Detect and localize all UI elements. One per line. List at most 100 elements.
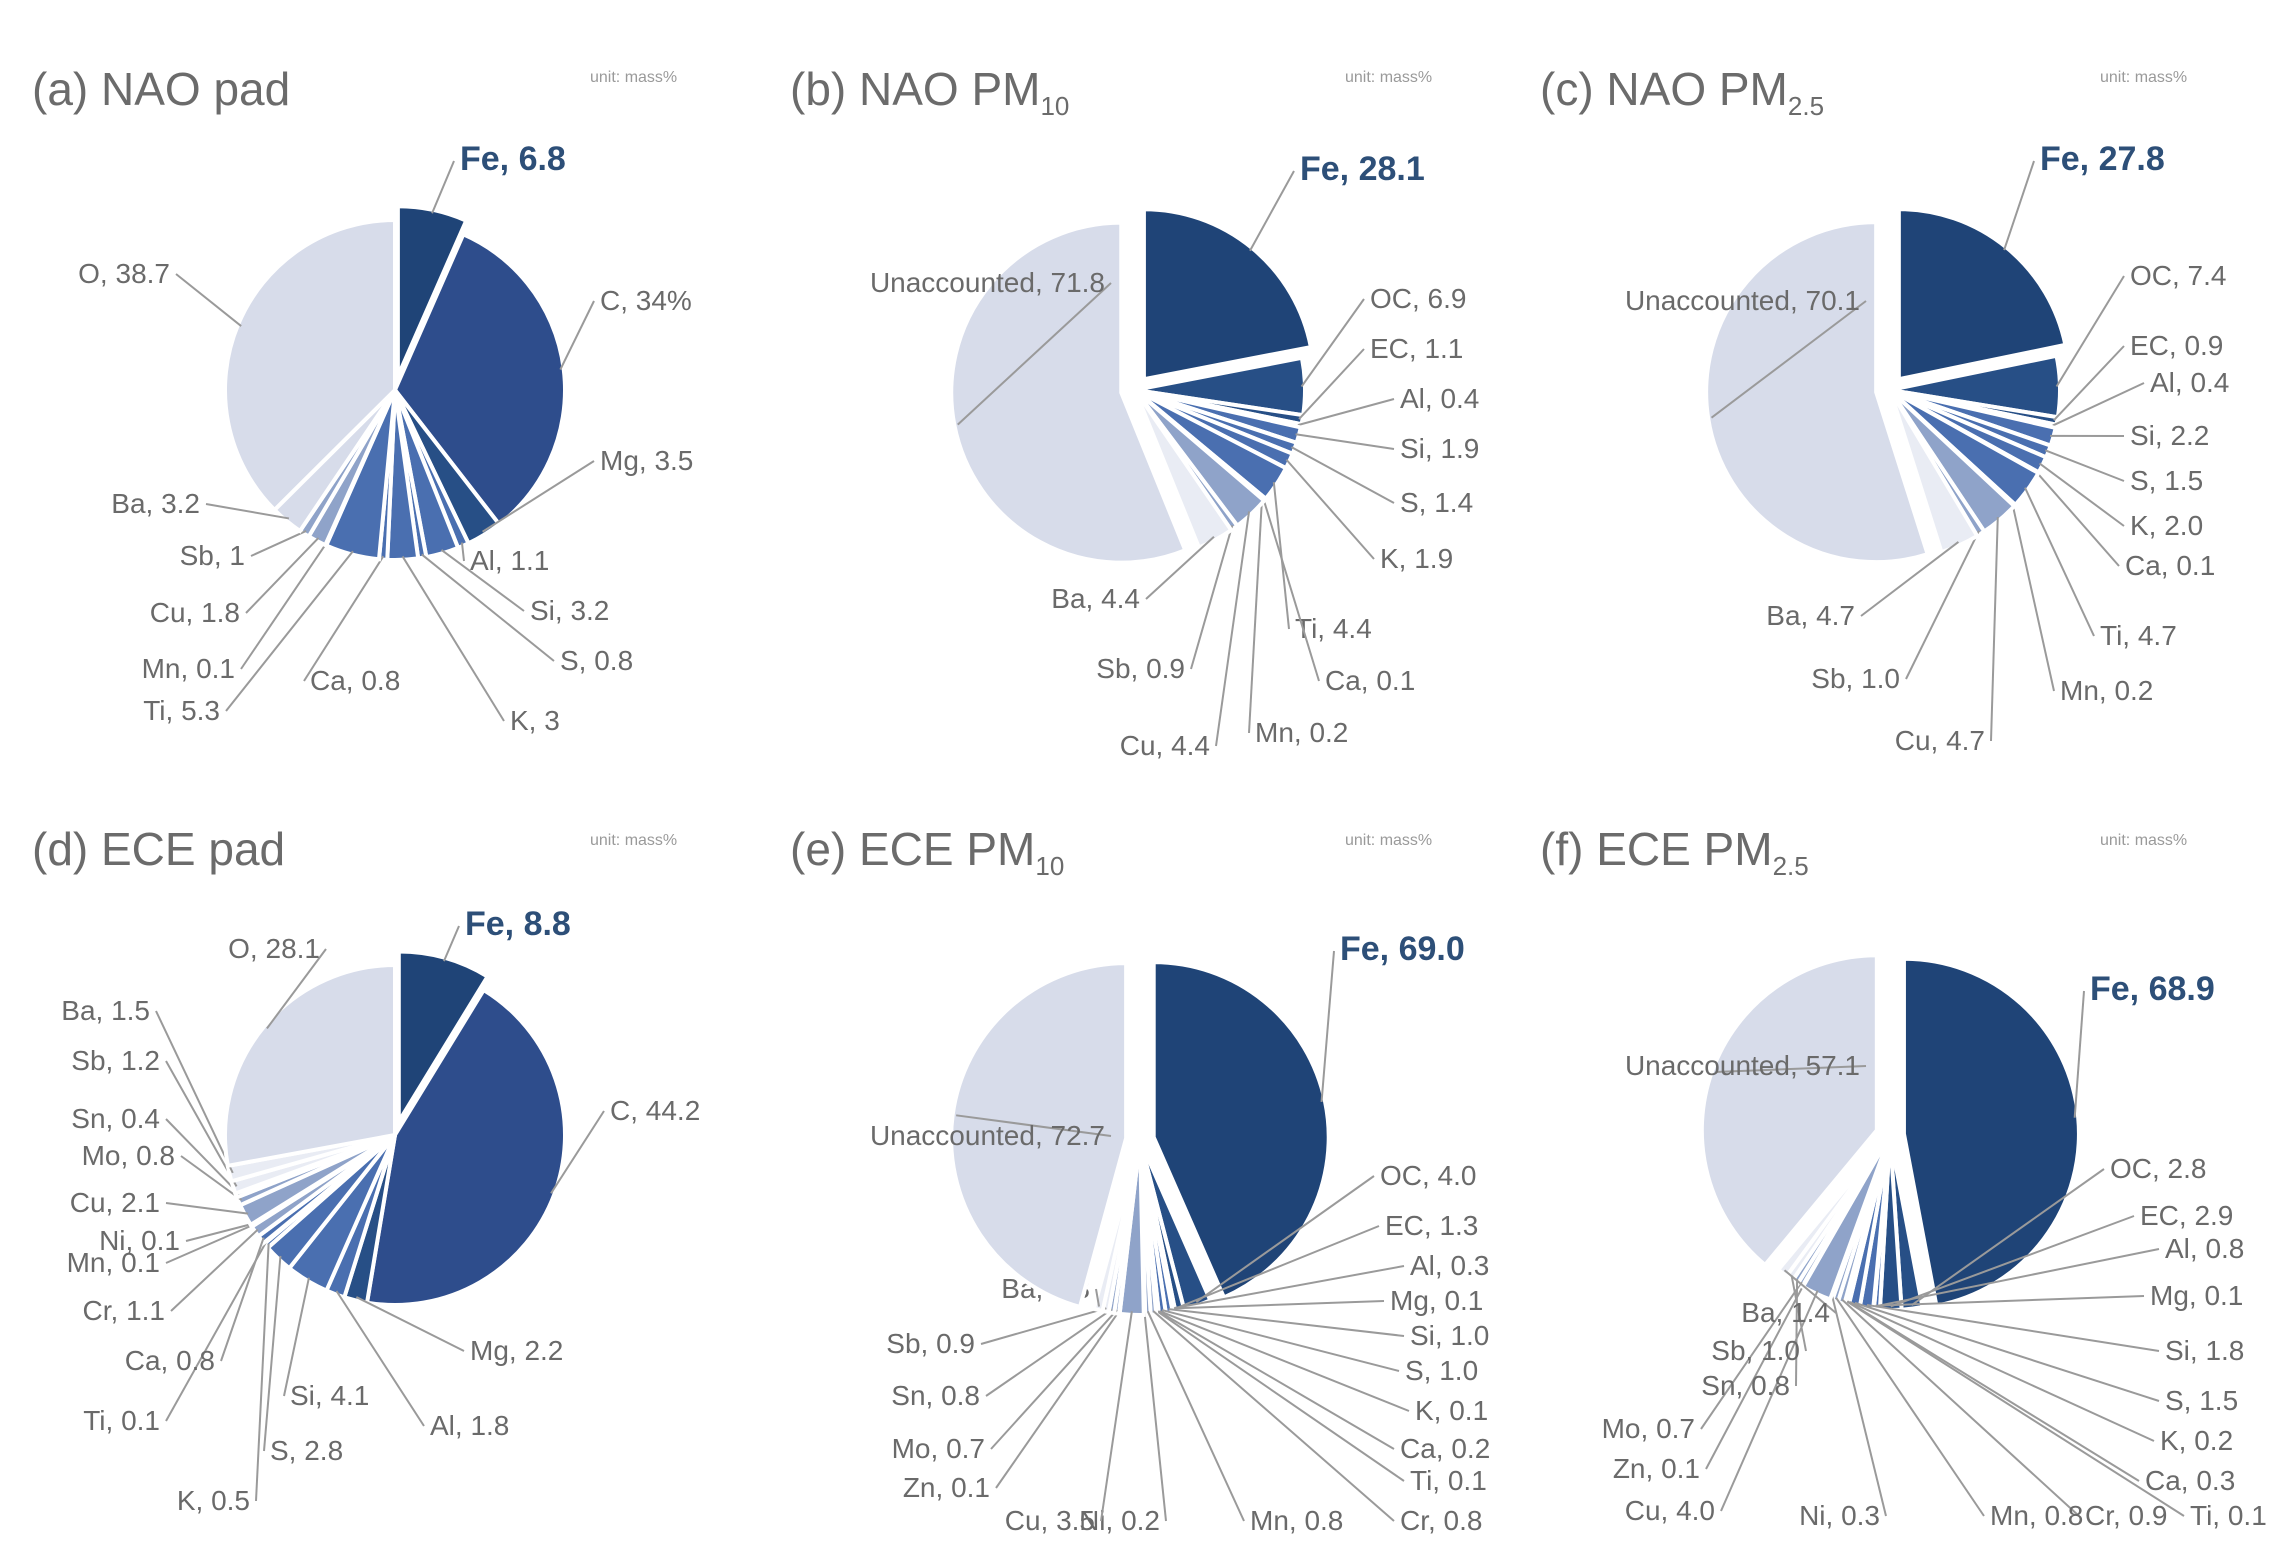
- leader-line: [1841, 1298, 2080, 1517]
- slice-label-ti: Ti, 4.4: [1295, 613, 1372, 644]
- pie-slice-fe: [1151, 960, 1331, 1301]
- unit-label: unit: mass%: [1345, 69, 1432, 86]
- leader-line: [263, 1255, 282, 1452]
- leader-line: [2053, 345, 2125, 422]
- leader-line: [1845, 1299, 2185, 1517]
- pie-slice-unaccounted: [949, 220, 1188, 565]
- leader-line: [1905, 530, 1980, 680]
- leader-line: [1298, 348, 1365, 420]
- leader-line: [205, 503, 290, 520]
- leader-line: [165, 1202, 249, 1215]
- slice-label-cr: Cr, 0.8: [1400, 1505, 1482, 1536]
- pie-slice-fe: [1896, 207, 2068, 382]
- pie-panel-d: (d) ECE pad unit: mass% Fe, 8.8 C, 44.2 Mg, …: [32, 823, 700, 1516]
- leader-line: [421, 553, 555, 662]
- panel-title: (a) NAO pad: [32, 63, 290, 115]
- pie-slice-o: [223, 962, 397, 1169]
- leader-line: [2024, 487, 2095, 637]
- slice-label-fe: Fe, 28.1: [1300, 150, 1425, 188]
- leader-line: [283, 1277, 310, 1397]
- slice-label-mn: Mn, 0.1: [142, 653, 235, 684]
- slice-label-ti: Ti, 0.1: [1410, 1465, 1487, 1496]
- slice-label-ni: Ni, 0.1: [99, 1225, 180, 1256]
- panel-title: (c) NAO PM2.5: [1540, 63, 1824, 121]
- slice-label-cu: Cu, 1.8: [150, 597, 240, 628]
- leader-line: [335, 1290, 425, 1427]
- leader-line: [2073, 990, 2085, 1118]
- leader-line: [2055, 275, 2125, 388]
- slice-label-oc: OC, 6.9: [1370, 283, 1466, 314]
- slice-label-mn: Mn, 0.8: [1250, 1505, 1343, 1536]
- slice-label-unaccounted: Unaccounted, 72.7: [870, 1120, 1105, 1151]
- slice-label-sn: Sn, 0.4: [71, 1103, 160, 1134]
- pie-slice-ba: [1133, 388, 1235, 551]
- leader-line: [460, 542, 465, 562]
- leader-line: [1195, 1175, 1375, 1303]
- slice-label-unaccounted: Unaccounted, 57.1: [1625, 1050, 1860, 1081]
- slice-label-mn: Mn, 0.2: [2060, 675, 2153, 706]
- leader-line: [303, 555, 385, 682]
- leader-line: [1300, 298, 1365, 388]
- leader-line: [1890, 1215, 2135, 1308]
- slice-label-si: Si, 3.2: [530, 595, 609, 626]
- slice-label-s: S, 1.5: [2130, 465, 2203, 496]
- slice-label-ca: Ca, 0.2: [1400, 1433, 1490, 1464]
- slice-label-ca: Ca, 0.3: [2145, 1465, 2235, 1496]
- slice-label-al: Al, 0.4: [1400, 383, 1479, 414]
- leader-line: [2011, 502, 2055, 692]
- slice-label-sb: Sb, 0.9: [1096, 653, 1185, 684]
- leader-line: [185, 1222, 255, 1242]
- leader-line: [175, 273, 242, 327]
- leader-line: [255, 1243, 270, 1502]
- unit-label: unit: mass%: [590, 69, 677, 86]
- leader-line: [1705, 1283, 1806, 1470]
- slice-label-ec: EC, 2.9: [2140, 1200, 2233, 1231]
- slice-label-si: Si, 1.0: [1410, 1320, 1489, 1351]
- slice-label-fe: Fe, 69.0: [1340, 930, 1465, 968]
- slice-label-ti: Ti, 0.1: [83, 1405, 160, 1436]
- slice-label-cu: Cu, 4.0: [1625, 1495, 1715, 1526]
- pie-panel-a: (a) NAO pad unit: mass% Fe, 6.8 C, 34% Mg, 3…: [32, 63, 693, 736]
- leader-line: [1297, 398, 1395, 427]
- slice-label-ca: Ca, 0.8: [310, 665, 400, 696]
- leader-line: [1291, 446, 1395, 504]
- leader-line: [355, 1296, 465, 1352]
- unit-label: unit: mass%: [2100, 69, 2187, 86]
- slice-label-zn: Zn, 0.1: [903, 1472, 990, 1503]
- pie-slice-ba: [1091, 1139, 1142, 1314]
- leader-line: [985, 1308, 1113, 1397]
- panel-title-subscript: 10: [1040, 91, 1069, 121]
- leader-line: [550, 1110, 605, 1194]
- leader-line: [220, 1237, 265, 1362]
- unit-label: unit: mass%: [1345, 832, 1432, 849]
- slice-label-cr: Cr, 1.1: [83, 1295, 165, 1326]
- leader-line: [1295, 433, 1395, 450]
- leader-line: [1860, 541, 1960, 617]
- slice-label-ba: Ba, 1.5: [61, 995, 150, 1026]
- leader-line: [1911, 1168, 2105, 1306]
- slice-label-oc: OC, 7.4: [2130, 260, 2226, 291]
- slice-label-k: K, 0.5: [177, 1485, 250, 1516]
- leader-line: [240, 541, 328, 670]
- slice-label-ec: EC, 0.9: [2130, 330, 2223, 361]
- slice-label-ti: Ti, 0.1: [2190, 1500, 2267, 1531]
- slice-label-sb: Sb, 0.9: [886, 1328, 975, 1359]
- panel-title-subscript: 2.5: [1788, 91, 1824, 121]
- slice-label-mg: Mg, 2.2: [470, 1335, 563, 1366]
- leader-line: [1876, 1248, 2160, 1307]
- slice-label-al: Al, 1.1: [470, 545, 549, 576]
- leader-line: [245, 537, 320, 614]
- leader-line: [155, 1010, 234, 1174]
- slice-label-k: K, 3: [510, 705, 560, 736]
- slice-label-mo: Mo, 0.8: [82, 1140, 175, 1171]
- slice-label-mo: Mo, 0.7: [1602, 1413, 1695, 1444]
- slice-label-fe: Fe, 6.8: [460, 140, 566, 178]
- slice-label-unaccounted: Unaccounted, 71.8: [870, 267, 1105, 298]
- slice-label-fe: Fe, 68.9: [2090, 970, 2215, 1008]
- leader-line: [1100, 1311, 1133, 1522]
- slice-label-si: Si, 1.8: [2165, 1335, 2244, 1366]
- leader-line: [1152, 1310, 1395, 1522]
- slice-label-c: C, 44.2: [610, 1095, 700, 1126]
- leader-line: [2034, 470, 2120, 567]
- leader-line: [1285, 458, 1375, 560]
